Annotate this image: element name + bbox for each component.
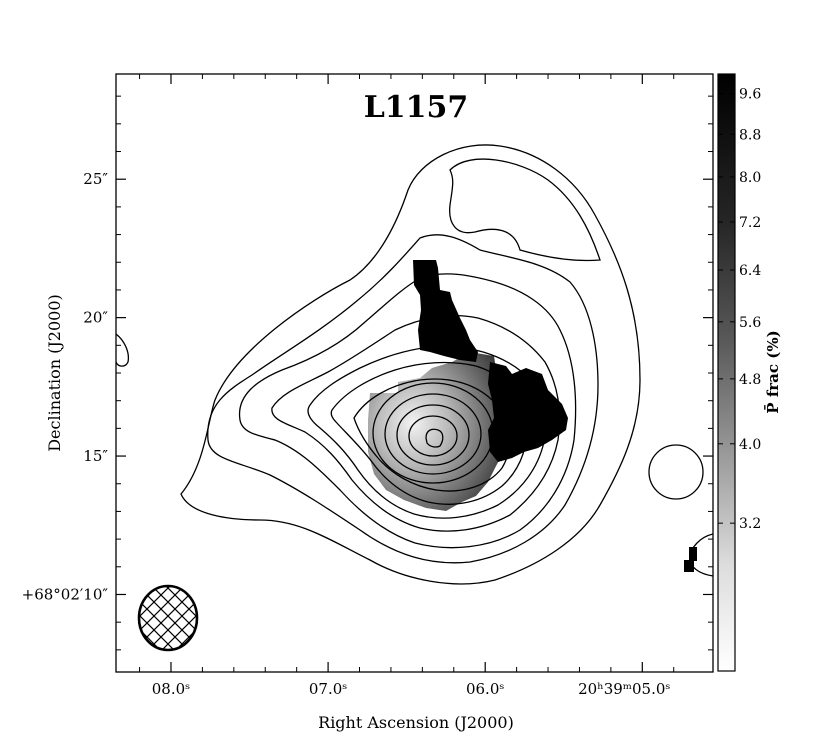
contour-level-8 xyxy=(372,382,494,484)
colorbar: 9.6 8.8 8.0 7.2 6.4 5.6 4.8 4.0 3.2 P̄ frac (%) xyxy=(717,73,782,672)
pfrac-speck-east xyxy=(684,560,694,572)
plot-frame xyxy=(115,73,714,673)
colorbar-gradient xyxy=(717,73,736,672)
x-axis: 08.0ˢ 07.0ˢ 06.0ˢ 20ʰ39ᵐ05.0ˢ xyxy=(152,74,670,698)
x-tick-label-1: 07.0ˢ xyxy=(309,680,347,698)
y-axis-title: Declination (J2000) xyxy=(45,294,64,452)
contour-level-1 xyxy=(180,144,641,585)
contour-level-6 xyxy=(330,361,528,505)
y-axis: 25″ 20″ 15″ +68°02′10″ xyxy=(22,170,713,603)
polarization-fraction-map xyxy=(368,260,697,572)
contour-west-edge xyxy=(116,333,130,367)
cb-tick-label-5: 5.6 xyxy=(739,315,761,331)
contour-level-3 xyxy=(238,273,577,549)
contour-peak xyxy=(425,428,444,448)
colorbar-ticks: 9.6 8.8 8.0 7.2 6.4 5.6 4.8 4.0 3.2 xyxy=(718,87,761,532)
contour-level-4 xyxy=(271,315,561,532)
pfrac-region-east xyxy=(488,362,568,462)
pfrac-blob-central xyxy=(368,352,508,511)
y-tick-label-1: 20″ xyxy=(83,309,108,327)
y-tick-label-3: +68°02′10″ xyxy=(22,585,109,603)
contour-level-11 xyxy=(408,415,458,457)
flux-contours xyxy=(116,144,713,585)
cb-tick-label-8: 3.2 xyxy=(739,516,761,532)
minor-ticks xyxy=(116,74,713,672)
contour-level-10 xyxy=(396,404,470,466)
y-tick-label-0: 25″ xyxy=(83,170,108,188)
cb-tick-label-7: 4.0 xyxy=(739,437,761,453)
beam-ellipse xyxy=(137,584,199,652)
y-tick-label-2: 15″ xyxy=(83,447,108,465)
cb-tick-label-3: 7.2 xyxy=(739,215,761,231)
x-tick-label-0: 08.0ˢ xyxy=(152,680,190,698)
cb-tick-label-1: 8.8 xyxy=(739,127,761,143)
colorbar-title: P̄ frac (%) xyxy=(763,330,782,413)
x-axis-title: Right Ascension (J2000) xyxy=(318,713,514,732)
contour-level-9 xyxy=(384,393,482,475)
plot-title: L1157 xyxy=(364,90,469,125)
cb-tick-label-0: 9.6 xyxy=(739,87,761,103)
cb-tick-label-4: 6.4 xyxy=(739,263,761,279)
contour-east-isolated xyxy=(648,444,704,500)
x-tick-label-2: 06.0ˢ xyxy=(466,680,504,698)
contour-level-5 xyxy=(307,345,546,519)
cb-tick-label-6: 4.8 xyxy=(739,372,761,388)
contour-east-edge xyxy=(689,533,713,577)
cb-tick-label-2: 8.0 xyxy=(739,170,761,186)
x-tick-label-3: 20ʰ39ᵐ05.0ˢ xyxy=(578,680,670,698)
pfrac-streak-north xyxy=(413,260,478,362)
contour-level-7 xyxy=(353,378,511,492)
contour-level-2 xyxy=(207,234,599,564)
